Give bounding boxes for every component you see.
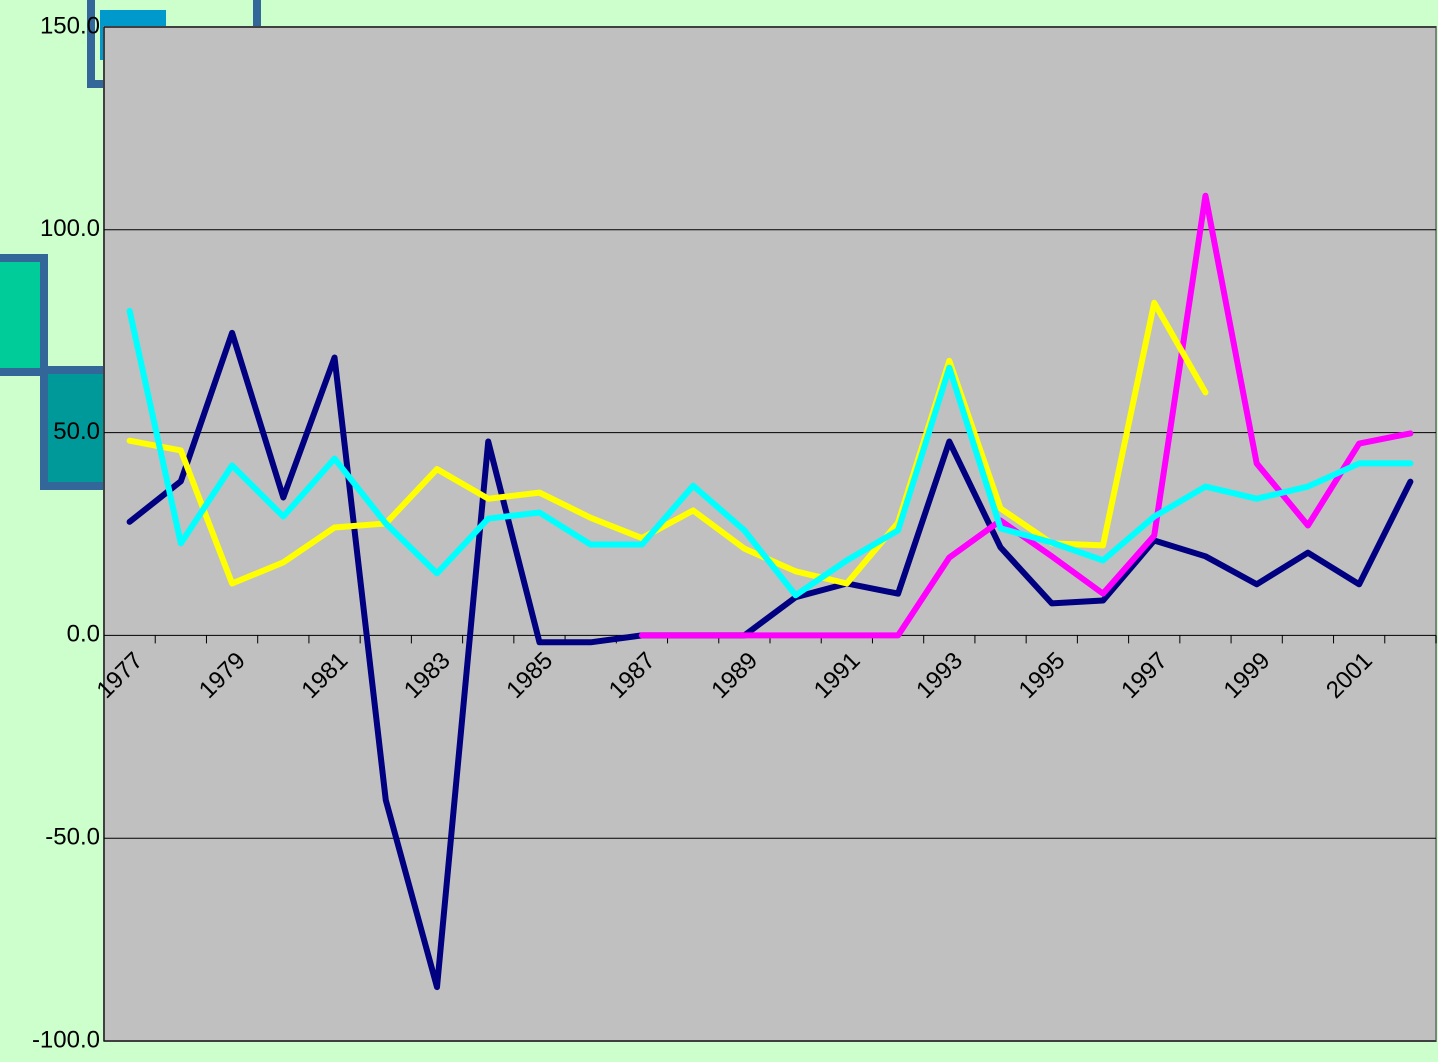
y-tick-label: -100.0 (32, 1026, 100, 1053)
y-tick-label: -50.0 (45, 824, 100, 851)
y-tick-label: 150.0 (40, 12, 100, 39)
plot-area (103, 26, 1437, 1042)
decoration (0, 0, 261, 490)
y-tick-label: 50.0 (53, 418, 100, 445)
y-tick-label: 0.0 (67, 621, 100, 648)
y-tick-label: 100.0 (40, 215, 100, 242)
series-line (126, 299, 1209, 587)
series-line (126, 329, 1414, 991)
series-line (126, 307, 1414, 599)
